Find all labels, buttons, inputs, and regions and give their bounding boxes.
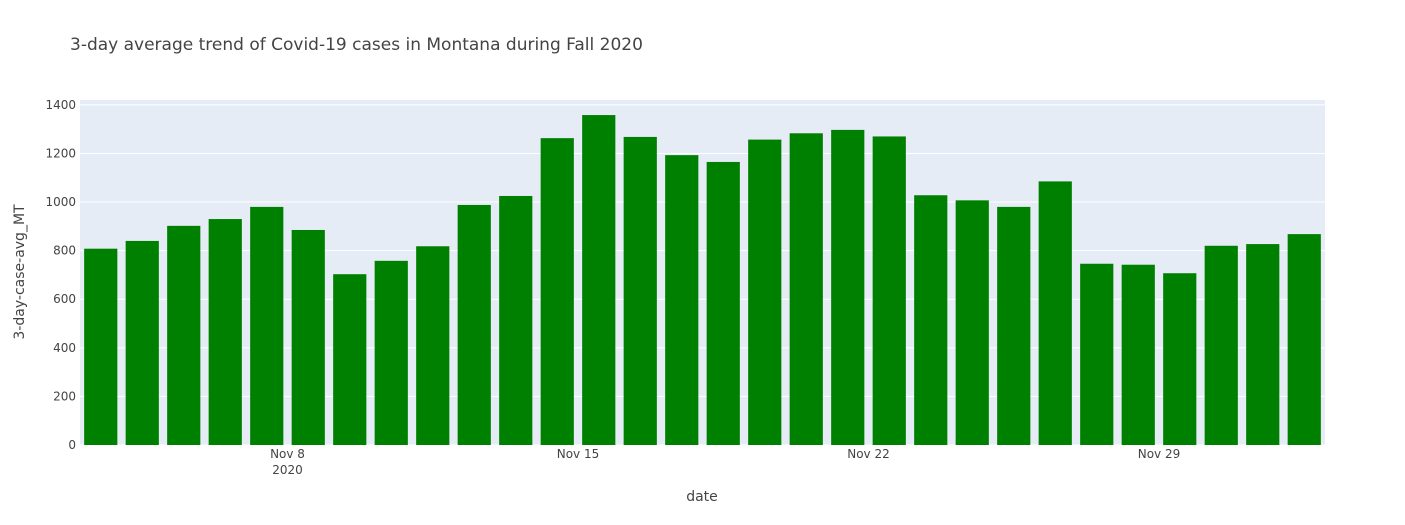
y-tick-label: 0	[68, 438, 76, 452]
chart-title: 3-day average trend of Covid-19 cases in…	[70, 35, 643, 55]
y-tick-label: 1000	[45, 195, 76, 209]
bar	[748, 139, 782, 445]
bar	[250, 206, 284, 445]
bar	[914, 195, 948, 445]
bar	[540, 138, 574, 446]
x-tick-label: Nov 8	[270, 447, 305, 461]
bar	[84, 248, 118, 445]
bar	[416, 246, 450, 445]
y-axis-ticks: 0 200 400 600 800 1000 1200 1400	[45, 98, 76, 452]
x-tick-label: Nov 22	[847, 447, 890, 461]
x-tick-label: Nov 15	[557, 447, 600, 461]
y-tick-label: 200	[53, 389, 76, 403]
bar	[997, 206, 1031, 445]
bar	[706, 161, 740, 445]
x-tick-sublabel: 2020	[272, 463, 303, 477]
bar	[1121, 264, 1155, 445]
bar	[872, 136, 906, 445]
bar	[1038, 181, 1072, 445]
y-tick-label: 1200	[45, 146, 76, 160]
grid-lines	[80, 104, 1325, 446]
bar	[831, 129, 865, 446]
x-axis-title: date	[686, 489, 718, 505]
bar	[1246, 244, 1280, 445]
y-tick-label: 800	[53, 244, 76, 258]
bar	[291, 229, 325, 445]
x-axis-ticks: Nov 8 2020 Nov 15 Nov 22 Nov 29	[270, 447, 1180, 477]
bar	[208, 219, 242, 445]
bar	[665, 155, 699, 445]
bar	[499, 195, 533, 445]
y-tick-label: 600	[53, 292, 76, 306]
bar	[955, 200, 989, 445]
bar	[1163, 273, 1197, 445]
bar	[167, 225, 201, 445]
bar	[333, 274, 367, 445]
bars	[84, 115, 1321, 446]
y-tick-label: 400	[53, 341, 76, 355]
plot-background	[80, 100, 1325, 445]
bar	[457, 204, 491, 445]
bar	[582, 115, 616, 445]
bar	[623, 136, 657, 446]
y-axis-title: 3-day-case-avg_MT	[12, 204, 28, 340]
bar	[125, 240, 159, 445]
bar	[1080, 263, 1114, 445]
bar	[1204, 245, 1238, 445]
bar	[374, 260, 408, 445]
bar	[1287, 234, 1321, 445]
x-tick-label: Nov 29	[1138, 447, 1181, 461]
y-tick-label: 1400	[45, 98, 76, 112]
bar	[789, 133, 823, 445]
